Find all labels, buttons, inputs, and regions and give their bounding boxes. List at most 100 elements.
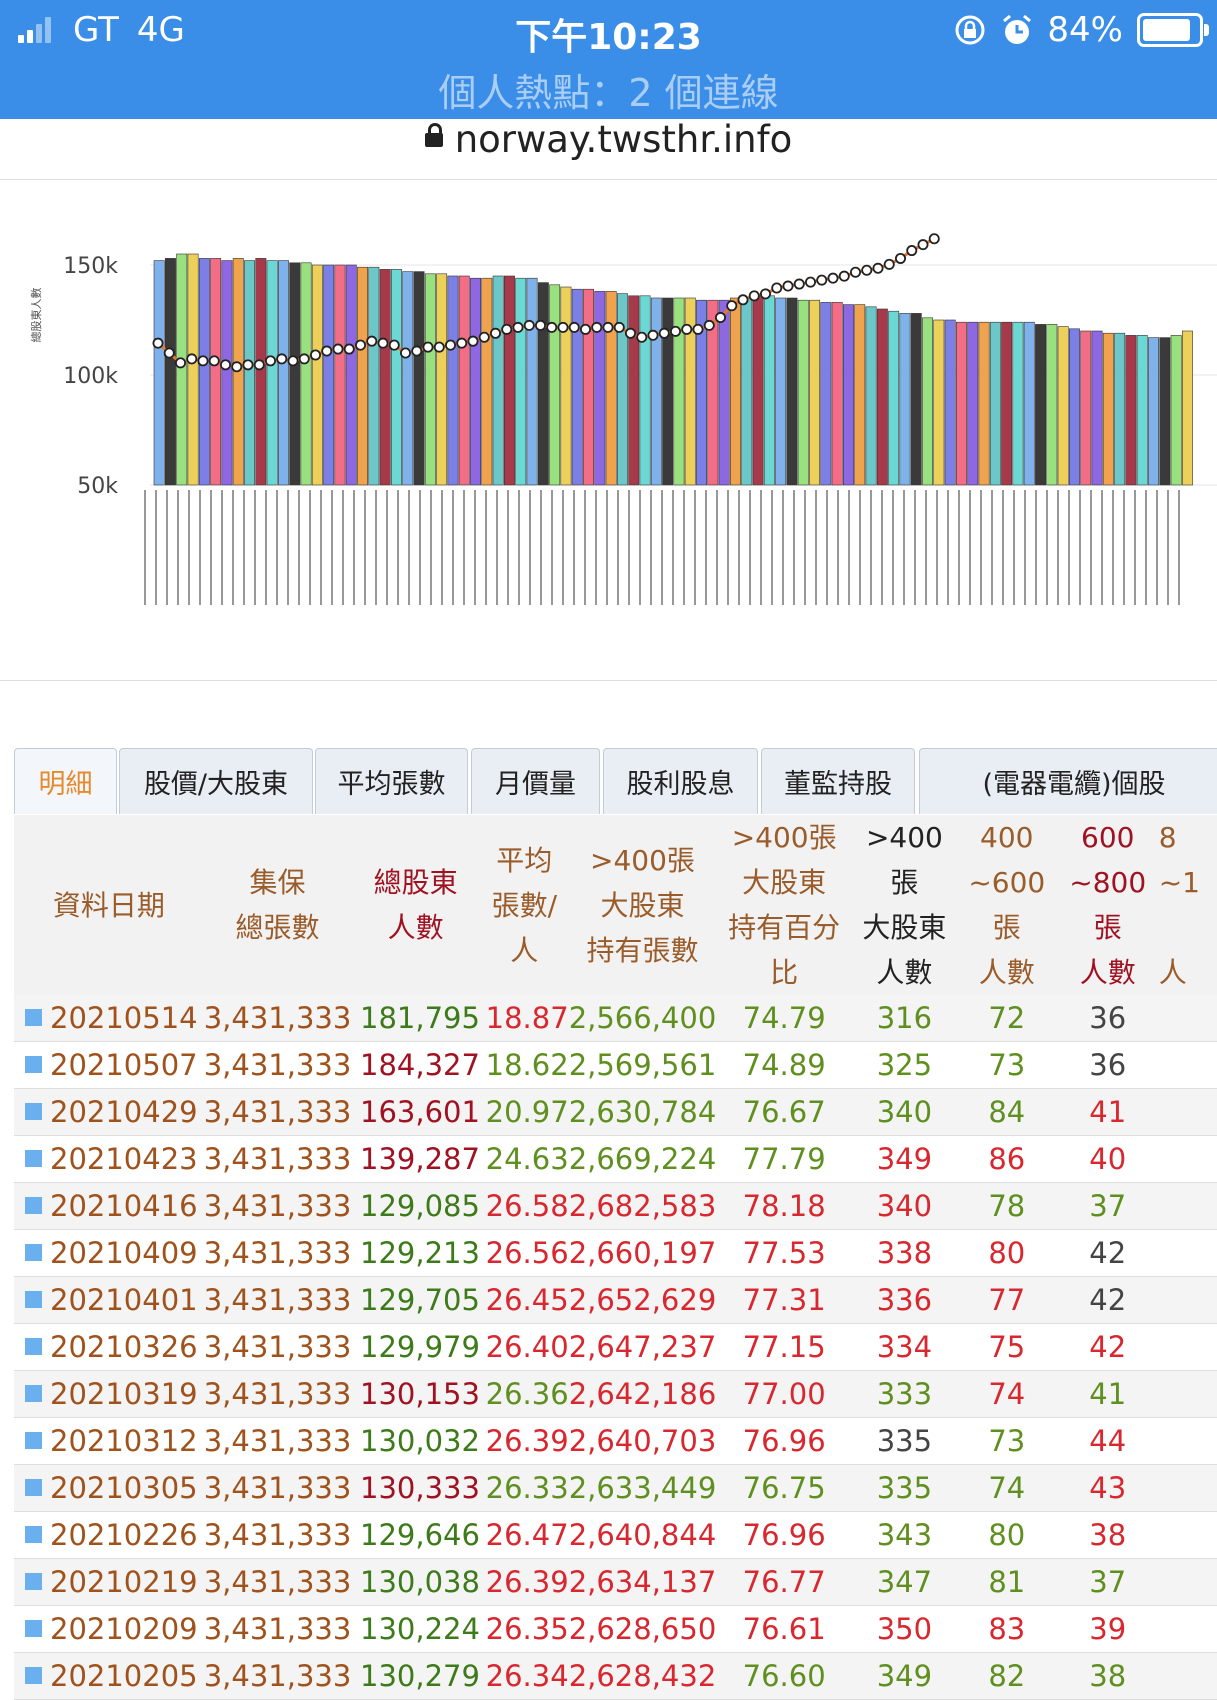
table-row[interactable]: 20210409 3,431,333 129,213 26.56 2,660,197 77… bbox=[14, 1229, 1217, 1277]
chart-bar bbox=[729, 297, 741, 486]
line-point bbox=[489, 327, 501, 339]
table-cell: 349 bbox=[852, 1135, 957, 1183]
table-row[interactable]: 20210429 3,431,333 163,601 20.97 2,630,784 76… bbox=[14, 1088, 1217, 1136]
table-row[interactable]: 20210226 3,431,333 129,646 26.47 2,640,844 76… bbox=[14, 1511, 1217, 1559]
table-cell: 181,795 bbox=[351, 995, 480, 1042]
line-point bbox=[321, 345, 333, 357]
column-header[interactable]: >400張 大股東 持有張數 bbox=[568, 815, 717, 995]
table-row[interactable]: 20210507 3,431,333 184,327 18.62 2,569,561 74… bbox=[14, 1041, 1217, 1089]
chart-bar bbox=[933, 319, 945, 486]
chart-bar bbox=[741, 297, 753, 486]
table-cell: 38 bbox=[1056, 1652, 1159, 1700]
table-cell: 2,633,449 bbox=[568, 1464, 717, 1512]
detail-table: 資料日期 集保 總張數 總股東 人數 平均 張數/人 >400張 大股東 持有張數 >400張 大股東… bbox=[14, 815, 1217, 1700]
table-cell: 84 bbox=[956, 1088, 1057, 1136]
column-header-line: 總張數 bbox=[235, 911, 320, 944]
address-bar[interactable]: norway.twsthr.info bbox=[0, 119, 1217, 180]
column-header[interactable]: >400張 大股東 持有百分比 bbox=[716, 815, 852, 995]
chart-bar bbox=[481, 277, 493, 486]
column-header-line: >400張 bbox=[731, 821, 837, 854]
chart-bar bbox=[1046, 324, 1058, 486]
column-header[interactable]: 資料日期 bbox=[14, 815, 204, 995]
column-header[interactable]: 平均 張數/人 bbox=[479, 815, 569, 995]
chart-bar bbox=[289, 262, 301, 486]
column-header[interactable]: 總股東 人數 bbox=[351, 815, 480, 995]
column-header[interactable]: >400 張大股東 人數 bbox=[852, 815, 957, 995]
table-cell: 76.77 bbox=[716, 1558, 852, 1606]
date-cell: 20210429 bbox=[14, 1088, 204, 1136]
column-header[interactable]: 400 ~600 張人數 bbox=[956, 815, 1057, 995]
table-row[interactable]: 20210423 3,431,333 139,287 24.63 2,669,224 77… bbox=[14, 1135, 1217, 1183]
table-row[interactable]: 20210312 3,431,333 130,032 26.39 2,640,703 76… bbox=[14, 1417, 1217, 1465]
table-row[interactable]: 20210514 3,431,333 181,795 18.87 2,566,400 74… bbox=[14, 995, 1217, 1042]
table-cell: 2,640,703 bbox=[568, 1417, 717, 1465]
table-cell: 350 bbox=[852, 1605, 957, 1653]
table-cell: 74 bbox=[956, 1464, 1057, 1512]
row-marker-icon bbox=[25, 1196, 42, 1214]
table-row[interactable]: 20210326 3,431,333 129,979 26.40 2,647,237 77… bbox=[14, 1323, 1217, 1371]
cell-value: 20210312 bbox=[50, 1424, 198, 1458]
column-header-line: 持有張數 bbox=[586, 933, 699, 967]
table-cell: 335 bbox=[852, 1464, 957, 1512]
column-header-line: 人數 bbox=[978, 956, 1035, 989]
clock: 下午10:23 bbox=[515, 17, 702, 58]
table-cell: 163,601 bbox=[351, 1088, 480, 1136]
column-header[interactable]: 集保 總張數 bbox=[203, 815, 352, 995]
chart-bar bbox=[198, 258, 210, 486]
chart-bar bbox=[1091, 330, 1103, 486]
tab-3[interactable]: 月價量 bbox=[471, 748, 600, 814]
chart-bar bbox=[786, 297, 798, 486]
chart-bar bbox=[978, 321, 990, 486]
table-cell-clipped bbox=[1158, 1605, 1217, 1653]
url-text[interactable]: norway.twsthr.info bbox=[454, 118, 793, 161]
column-header-line bbox=[1159, 905, 1217, 950]
table-cell-clipped bbox=[1158, 1276, 1217, 1324]
column-header[interactable]: 8 ~1 人 bbox=[1158, 815, 1217, 995]
table-cell-clipped bbox=[1158, 1182, 1217, 1230]
table-row[interactable]: 20210209 3,431,333 130,224 26.35 2,628,650 76… bbox=[14, 1605, 1217, 1653]
chart-bar bbox=[244, 260, 255, 486]
tab-0[interactable]: 明細 bbox=[14, 748, 117, 814]
row-marker-icon bbox=[25, 1149, 42, 1167]
signal-icon bbox=[18, 17, 51, 43]
date-cell: 20210319 bbox=[14, 1370, 204, 1418]
chart-bar bbox=[153, 260, 165, 486]
chart-bar bbox=[820, 302, 832, 486]
tab-4[interactable]: 股利股息 bbox=[603, 748, 758, 814]
chart-bar bbox=[368, 266, 380, 486]
table-cell: 343 bbox=[852, 1511, 957, 1559]
row-marker-icon bbox=[25, 1243, 42, 1261]
tab-2[interactable]: 平均張數 bbox=[315, 748, 468, 814]
chart-bar bbox=[876, 308, 888, 486]
table-row[interactable]: 20210305 3,431,333 130,333 26.33 2,633,449 76… bbox=[14, 1464, 1217, 1512]
date-cell: 20210326 bbox=[14, 1323, 204, 1371]
cell-value: 20210416 bbox=[50, 1189, 198, 1223]
table-cell: 2,634,137 bbox=[568, 1558, 717, 1606]
table-cell: 38 bbox=[1056, 1511, 1159, 1559]
table-cell: 41 bbox=[1056, 1088, 1159, 1136]
chart-bar bbox=[752, 295, 764, 486]
column-header[interactable]: 600 ~800 張人數 bbox=[1056, 815, 1159, 995]
table-row[interactable]: 20210401 3,431,333 129,705 26.45 2,652,629 77… bbox=[14, 1276, 1217, 1324]
column-header-line: >400張 bbox=[590, 843, 695, 877]
table-cell: 3,431,333 bbox=[203, 1652, 352, 1700]
column-header-line: 平均 bbox=[496, 843, 553, 877]
chart-bar bbox=[379, 269, 391, 486]
table-cell: 26.58 bbox=[479, 1182, 569, 1230]
tab-1[interactable]: 股價/大股東 bbox=[119, 748, 313, 814]
table-row[interactable]: 20210319 3,431,333 130,153 26.36 2,642,186 77… bbox=[14, 1370, 1217, 1418]
table-cell: 76.61 bbox=[716, 1605, 852, 1653]
column-header-line: 600 bbox=[1081, 821, 1135, 854]
hotspot-banner[interactable]: 個人熱點：2 個連線 bbox=[438, 71, 779, 115]
line-point bbox=[546, 321, 558, 333]
tab-5[interactable]: 董監持股 bbox=[761, 748, 915, 814]
table-cell: 2,566,400 bbox=[568, 995, 717, 1042]
table-cell: 2,682,583 bbox=[568, 1182, 717, 1230]
chart-bar bbox=[537, 282, 549, 486]
tab-6[interactable]: (電器電纜)個股 bbox=[919, 748, 1217, 814]
table-row[interactable]: 20210205 3,431,333 130,279 26.34 2,628,432 76… bbox=[14, 1652, 1217, 1700]
chart-bar bbox=[650, 297, 662, 486]
table-row[interactable]: 20210416 3,431,333 129,085 26.58 2,682,583 78… bbox=[14, 1182, 1217, 1230]
chart-bar bbox=[910, 313, 922, 486]
table-row[interactable]: 20210219 3,431,333 130,038 26.39 2,634,137 76… bbox=[14, 1558, 1217, 1606]
